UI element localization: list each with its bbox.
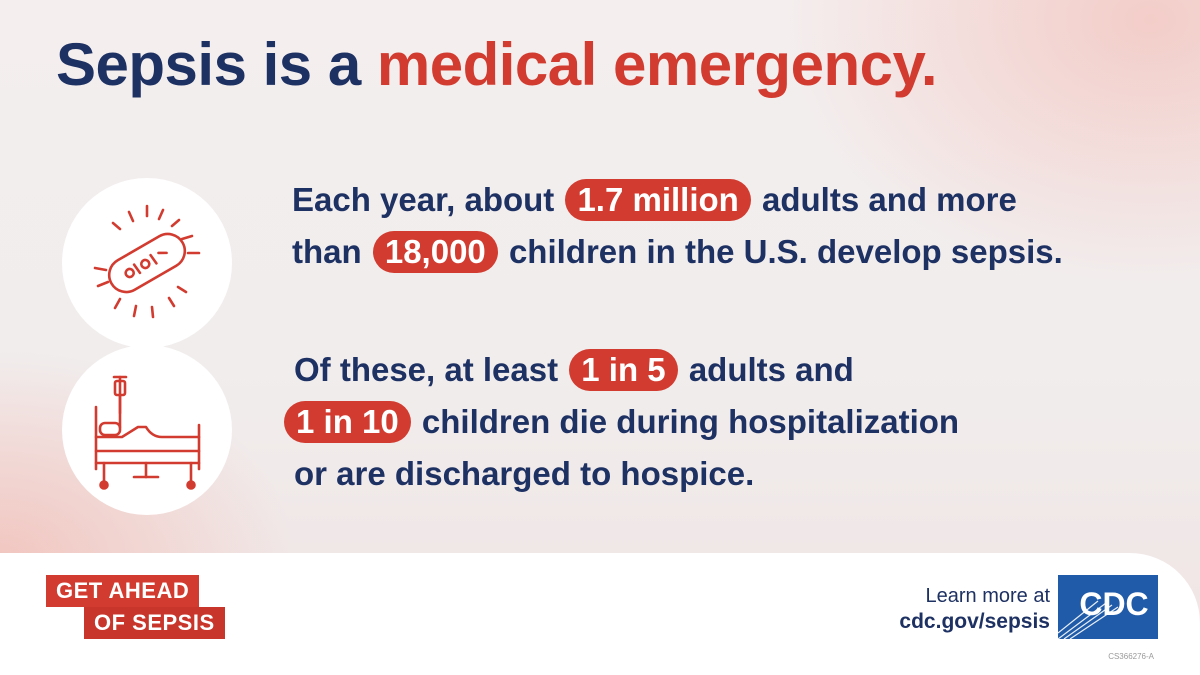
badge-line1: GET AHEAD xyxy=(46,575,200,607)
stat-mortality: Of these, at least 1 in 5 adults and 1 i… xyxy=(282,344,959,500)
bacteria-icon-circle xyxy=(62,178,232,348)
headline-part1: Sepsis is a xyxy=(56,31,377,98)
stat2-line3: or are discharged to hospice. xyxy=(294,455,755,492)
document-code: CS366276-A xyxy=(1108,652,1154,661)
hospital-bed-icon-circle xyxy=(62,345,232,515)
stat1-text: adults and more xyxy=(762,181,1017,218)
learn-more: Learn more at cdc.gov/sepsis xyxy=(899,583,1050,635)
cdc-logo-icon: CDC xyxy=(1058,575,1158,639)
stat2-line1: Of these, at least 1 in 5 adults and xyxy=(282,344,959,396)
learn-more-label: Learn more at xyxy=(925,585,1050,607)
stat2-pill-adults: 1 in 5 xyxy=(569,349,678,391)
stat2-text: adults and xyxy=(688,351,854,388)
stat1-text: children in the U.S. develop sepsis. xyxy=(508,233,1063,270)
headline: Sepsis is a medical emergency. xyxy=(56,30,938,99)
stat1-pill-children: 18,000 xyxy=(372,231,498,273)
badge-line2: OF SEPSIS xyxy=(84,607,225,639)
stat1-line2: than 18,000 children in the U.S. develop… xyxy=(292,226,1063,278)
stat1-line1: Each year, about 1.7 million adults and … xyxy=(292,174,1063,226)
stat2-text: Of these, at least xyxy=(294,351,559,388)
stat1-pill-adults: 1.7 million xyxy=(565,179,751,221)
stat2-line2: 1 in 10 children die during hospitalizat… xyxy=(282,396,959,448)
stat1-text: Each year, about xyxy=(292,181,555,218)
footer: GET AHEAD OF SEPSIS Learn more at cdc.go… xyxy=(0,553,1200,675)
stat2-pill-children: 1 in 10 xyxy=(284,401,411,443)
learn-more-link[interactable]: cdc.gov/sepsis xyxy=(899,610,1050,633)
hospital-bed-icon xyxy=(94,375,201,490)
cdc-logo-text: CDC xyxy=(1079,586,1148,622)
stat-adults-children-sepsis: Each year, about 1.7 million adults and … xyxy=(292,174,1063,278)
headline-accent: medical emergency. xyxy=(376,31,938,98)
bacteria-icon xyxy=(93,204,201,319)
get-ahead-of-sepsis-badge: GET AHEAD OF SEPSIS xyxy=(46,575,225,639)
stat2-text: children die during hospitalization xyxy=(421,403,960,440)
stat1-text: than xyxy=(292,233,362,270)
